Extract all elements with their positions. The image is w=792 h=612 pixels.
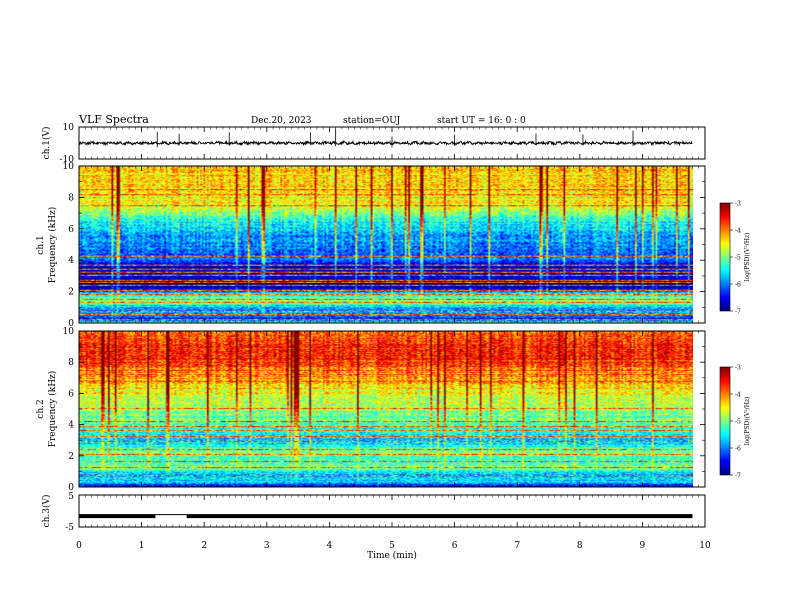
ch1-waveform-spikes	[156, 128, 634, 148]
time-tick-label: 5	[389, 541, 395, 551]
ch1-waveform-panel: 10 -10 ch.1(V)	[41, 123, 706, 165]
frequency-tick-label: 10	[63, 162, 75, 172]
ch1-ytick-bottom: -10	[60, 155, 75, 165]
time-axis-label: Time (min)	[367, 550, 417, 561]
ch3-signal-panel: 5 -5 ch.3(V) Time (min)	[41, 492, 706, 561]
time-tick-label: 10	[699, 541, 711, 551]
colorbar-tick-label: -6	[735, 446, 741, 453]
time-tick-label: 9	[640, 541, 646, 551]
colorbar-tick-label: -7	[735, 309, 741, 316]
frequency-tick-label: 6	[68, 389, 74, 399]
ch1-frequency-axis-label: Frequency (kHz)	[47, 207, 58, 284]
ch1-frequency-ticks: 0 2 4 6 8 10	[63, 162, 705, 329]
frequency-tick-label: 6	[68, 225, 74, 235]
figure-date: Dec.20, 2023	[251, 116, 312, 126]
frequency-tick-label: 2	[68, 452, 74, 462]
frequency-tick-label: 8	[68, 193, 74, 203]
ch1-voltage-axis-label: ch.1(V)	[41, 127, 52, 160]
ch2-frequency-axis-label: Frequency (kHz)	[47, 371, 58, 448]
figure-start-time: start UT = 16: 0 : 0	[437, 116, 526, 126]
ch2-channel-label: ch.2	[36, 399, 46, 418]
ch1-colorbar-ticks: -3 -4 -5 -6 -7	[730, 201, 741, 316]
colorbar-tick-label: -6	[735, 282, 741, 289]
time-tick-label: 3	[264, 541, 270, 551]
time-tick-label: 4	[327, 541, 333, 551]
ch3-voltage-axis-label: ch.3(V)	[41, 495, 52, 528]
ch1-spectrogram-image	[79, 166, 693, 323]
ch1-channel-label: ch.1	[36, 235, 46, 254]
time-tick-label: 2	[201, 541, 207, 551]
frequency-tick-label: 0	[68, 319, 74, 329]
ch1-colorbar-label: log(PSD)(V²/Hz)	[744, 233, 751, 282]
ch1-waveform-trace	[78, 139, 693, 147]
time-tick-label: 0	[76, 541, 82, 551]
time-axis-ticks: 0 1 2 3 4 5 6 7 8 9 10	[76, 127, 711, 551]
ch3-ytick-bottom: -5	[65, 523, 74, 533]
time-tick-label: 6	[452, 541, 458, 551]
ch1-ytick-top: 10	[63, 123, 75, 133]
colorbar-tick-label: -5	[735, 419, 741, 426]
frequency-tick-label: 0	[68, 483, 74, 493]
ch1-colorbar	[720, 203, 730, 311]
ch3-ytick-top: 5	[68, 492, 74, 502]
figure-title: VLF Spectra	[78, 113, 149, 126]
frequency-tick-label: 4	[68, 421, 74, 431]
ch2-colorbar-label: log(PSD)(V²/Hz)	[744, 397, 751, 446]
frequency-tick-label: 10	[63, 327, 75, 337]
colorbar-tick-label: -7	[735, 473, 741, 480]
frequency-tick-label: 2	[68, 288, 74, 298]
colorbar-tick-label: -4	[735, 228, 741, 235]
frequency-tick-label: 8	[68, 358, 74, 368]
figure-station: station=OUJ	[343, 116, 401, 126]
ch2-colorbar	[720, 367, 730, 475]
frequency-tick-label: 4	[68, 256, 74, 266]
time-tick-label: 7	[514, 541, 520, 551]
ch2-colorbar-ticks: -3 -4 -5 -6 -7	[730, 365, 741, 480]
time-tick-label: 1	[139, 541, 145, 551]
colorbar-tick-label: -3	[735, 201, 741, 208]
time-tick-label: 8	[577, 541, 583, 551]
colorbar-tick-label: -3	[735, 365, 741, 372]
colorbar-tick-label: -4	[735, 392, 741, 399]
ch2-frequency-ticks: 0 2 4 6 8 10	[63, 327, 705, 493]
ch2-spectrogram-image	[79, 331, 693, 487]
colorbar-tick-label: -5	[735, 255, 741, 262]
